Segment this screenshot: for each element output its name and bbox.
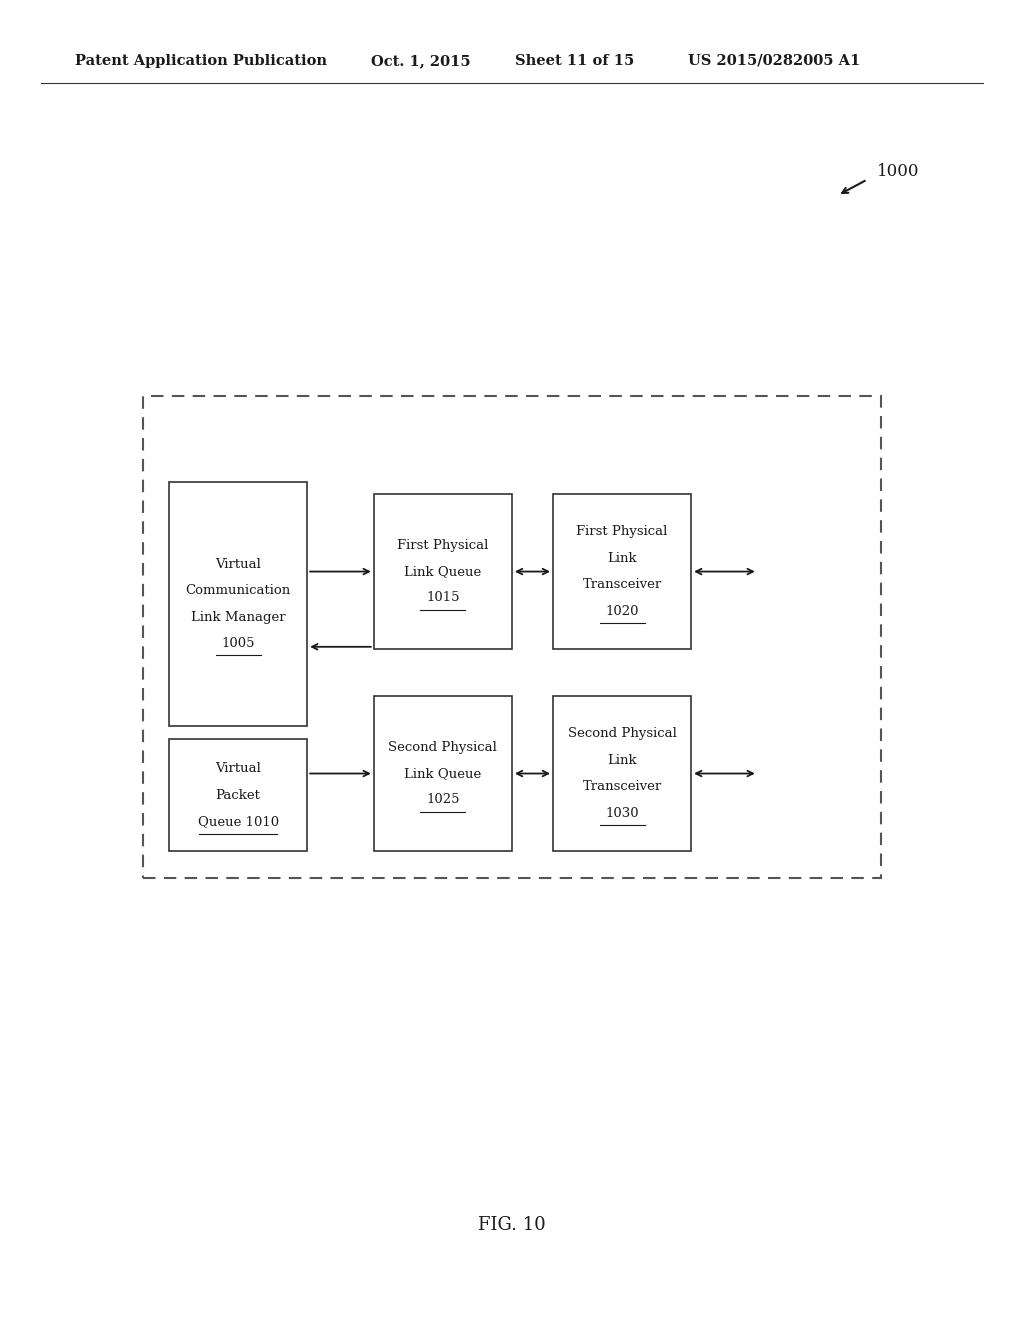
Text: Link Manager: Link Manager — [190, 611, 286, 623]
Text: Second Physical: Second Physical — [388, 741, 498, 754]
Bar — [169, 739, 307, 851]
Text: FIG. 10: FIG. 10 — [478, 1216, 546, 1234]
Text: 1005: 1005 — [221, 638, 255, 649]
Text: 1025: 1025 — [426, 793, 460, 807]
Text: Transceiver: Transceiver — [583, 780, 662, 793]
Bar — [374, 696, 512, 851]
Bar — [553, 696, 691, 851]
Text: Patent Application Publication: Patent Application Publication — [75, 54, 327, 67]
Text: Sheet 11 of 15: Sheet 11 of 15 — [515, 54, 634, 67]
Text: 1015: 1015 — [426, 591, 460, 605]
Bar — [553, 494, 691, 649]
Text: Packet: Packet — [216, 789, 260, 801]
Text: First Physical: First Physical — [397, 539, 488, 552]
Text: First Physical: First Physical — [577, 525, 668, 539]
Text: Transceiver: Transceiver — [583, 578, 662, 591]
Text: 1030: 1030 — [605, 807, 639, 820]
Text: Virtual: Virtual — [215, 763, 261, 775]
Text: Second Physical: Second Physical — [567, 727, 677, 741]
Text: Link Queue: Link Queue — [404, 565, 481, 578]
Text: Link: Link — [607, 754, 637, 767]
Text: 1020: 1020 — [605, 605, 639, 618]
Text: Link Queue: Link Queue — [404, 767, 481, 780]
Bar — [374, 494, 512, 649]
Text: Oct. 1, 2015: Oct. 1, 2015 — [371, 54, 470, 67]
Bar — [169, 482, 307, 726]
Text: Link: Link — [607, 552, 637, 565]
Bar — [143, 396, 881, 878]
Text: Communication: Communication — [185, 585, 291, 597]
Text: Queue 1010: Queue 1010 — [198, 816, 279, 828]
Text: US 2015/0282005 A1: US 2015/0282005 A1 — [688, 54, 860, 67]
Text: 1000: 1000 — [877, 164, 920, 180]
Text: Virtual: Virtual — [215, 558, 261, 570]
